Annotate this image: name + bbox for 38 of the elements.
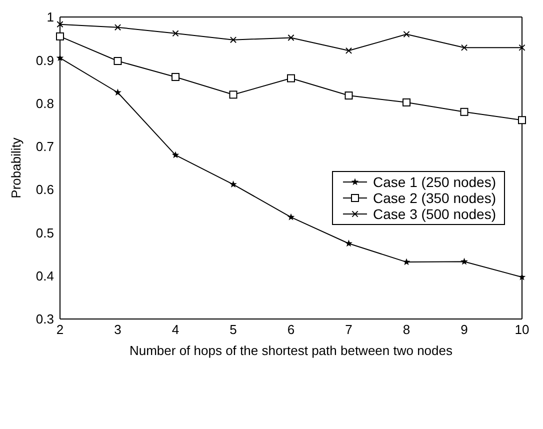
y-tick-label: 0.4 — [36, 268, 54, 284]
point — [229, 90, 238, 99]
point — [518, 116, 526, 124]
legend-label: Case 3 (500 nodes) — [373, 206, 496, 222]
y-axis-title: Probability — [8, 137, 24, 198]
point — [114, 88, 122, 96]
point — [402, 98, 410, 106]
x-tick-label: 10 — [514, 322, 530, 338]
x-tick-label: 5 — [230, 322, 237, 338]
y-tick-label: 1 — [46, 10, 54, 25]
legend-label: Case 2 (350 nodes) — [373, 190, 496, 206]
point — [287, 74, 295, 82]
point — [460, 108, 468, 116]
y-tick-label: 0.3 — [36, 312, 54, 327]
point — [56, 32, 64, 40]
y-tick-label: 0.9 — [36, 52, 54, 68]
point — [172, 151, 180, 158]
point — [114, 57, 122, 66]
x-tick-label: 2 — [56, 322, 64, 338]
point — [287, 213, 295, 220]
legend-label: Case 1 (250 nodes) — [373, 174, 496, 190]
point — [344, 92, 353, 100]
point — [460, 258, 468, 265]
point — [345, 240, 352, 247]
x-tick-label: 6 — [287, 322, 295, 338]
x-tick-label: 3 — [114, 322, 122, 338]
x-tick-label: 7 — [345, 322, 352, 338]
point — [230, 180, 237, 188]
x-tick-label: 4 — [172, 322, 180, 338]
point — [402, 258, 410, 266]
y-tick-label: 0.8 — [36, 96, 54, 111]
y-tick-label: 0.7 — [36, 139, 54, 154]
y-tick-label: 0.6 — [36, 182, 54, 198]
y-tick-label: 0.5 — [36, 225, 54, 240]
x-tick-label: 9 — [460, 322, 468, 338]
point — [172, 72, 180, 81]
x-tick-label: 8 — [402, 322, 410, 338]
x-axis-title: Number of hops of the shortest path between two nodes — [129, 343, 454, 358]
